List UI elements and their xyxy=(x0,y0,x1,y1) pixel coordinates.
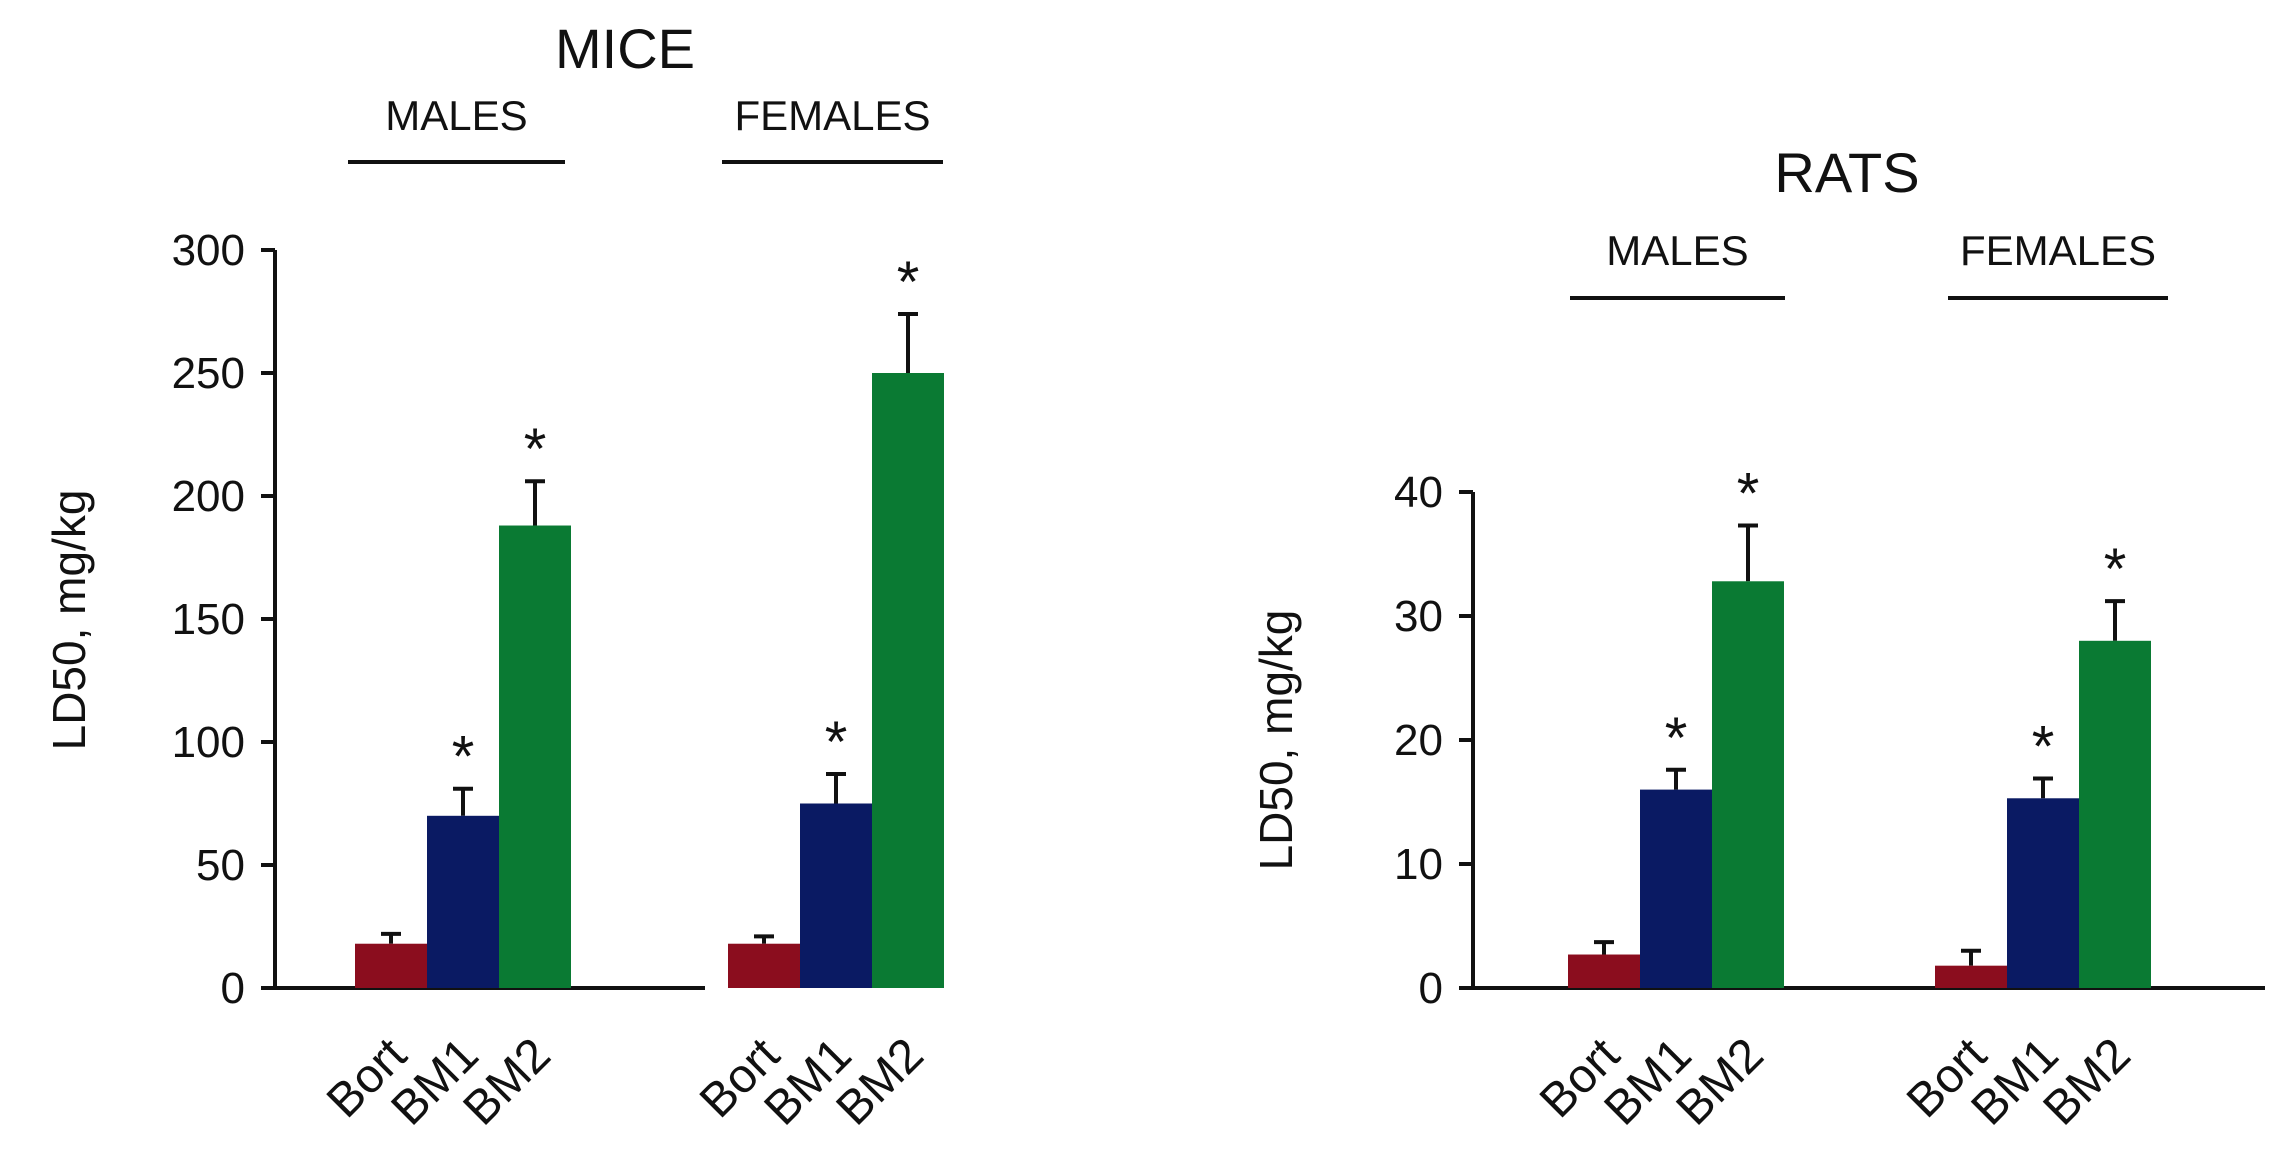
significance-marker: * xyxy=(1737,461,1760,526)
bar-females-bort xyxy=(1935,965,2007,988)
significance-marker: * xyxy=(2104,537,2127,602)
y-tick-label: 200 xyxy=(172,472,245,521)
bar-females-bort xyxy=(728,943,800,988)
group-label-females: FEMALES xyxy=(734,92,930,139)
x-category-label: BM2 xyxy=(1667,1028,1774,1135)
bar-males-bm1 xyxy=(1640,789,1712,988)
bar-females-bm2 xyxy=(2079,640,2151,988)
chart-title: RATS xyxy=(1774,141,1919,204)
y-tick-label: 50 xyxy=(196,841,245,890)
x-category-label: BM2 xyxy=(827,1028,934,1135)
significance-marker: * xyxy=(1665,706,1688,771)
bar-males-bort xyxy=(1568,954,1640,988)
y-tick-label: 250 xyxy=(172,349,245,398)
significance-marker: * xyxy=(897,250,920,315)
y-tick-label: 40 xyxy=(1394,468,1443,517)
group-label-males: MALES xyxy=(385,92,527,139)
y-tick-label: 150 xyxy=(172,595,245,644)
x-category-label: BM2 xyxy=(454,1028,561,1135)
x-category-label: BM2 xyxy=(2034,1028,2141,1135)
bar-females-bm2 xyxy=(872,373,944,988)
y-tick-label: 100 xyxy=(172,718,245,767)
group-label-males: MALES xyxy=(1606,227,1748,274)
significance-marker: * xyxy=(2032,714,2055,779)
significance-marker: * xyxy=(524,417,547,482)
y-tick-label: 20 xyxy=(1394,716,1443,765)
bar-females-bm1 xyxy=(800,803,872,988)
bar-females-bm1 xyxy=(2007,798,2079,988)
bar-males-bort xyxy=(355,943,427,988)
y-tick-label: 0 xyxy=(1419,964,1443,1013)
bar-males-bm2 xyxy=(1712,581,1784,988)
chart-title: MICE xyxy=(555,17,695,80)
y-tick-label: 30 xyxy=(1394,592,1443,641)
y-tick-label: 0 xyxy=(221,964,245,1013)
significance-marker: * xyxy=(825,710,848,775)
bar-males-bm2 xyxy=(499,525,571,988)
group-label-females: FEMALES xyxy=(1960,227,2156,274)
y-axis-title: LD50, mg/kg xyxy=(1250,610,1302,871)
y-tick-label: 300 xyxy=(172,226,245,275)
y-axis-title: LD50, mg/kg xyxy=(43,490,95,751)
y-tick-label: 10 xyxy=(1394,840,1443,889)
bar-males-bm1 xyxy=(427,815,499,988)
significance-marker: * xyxy=(452,725,475,790)
